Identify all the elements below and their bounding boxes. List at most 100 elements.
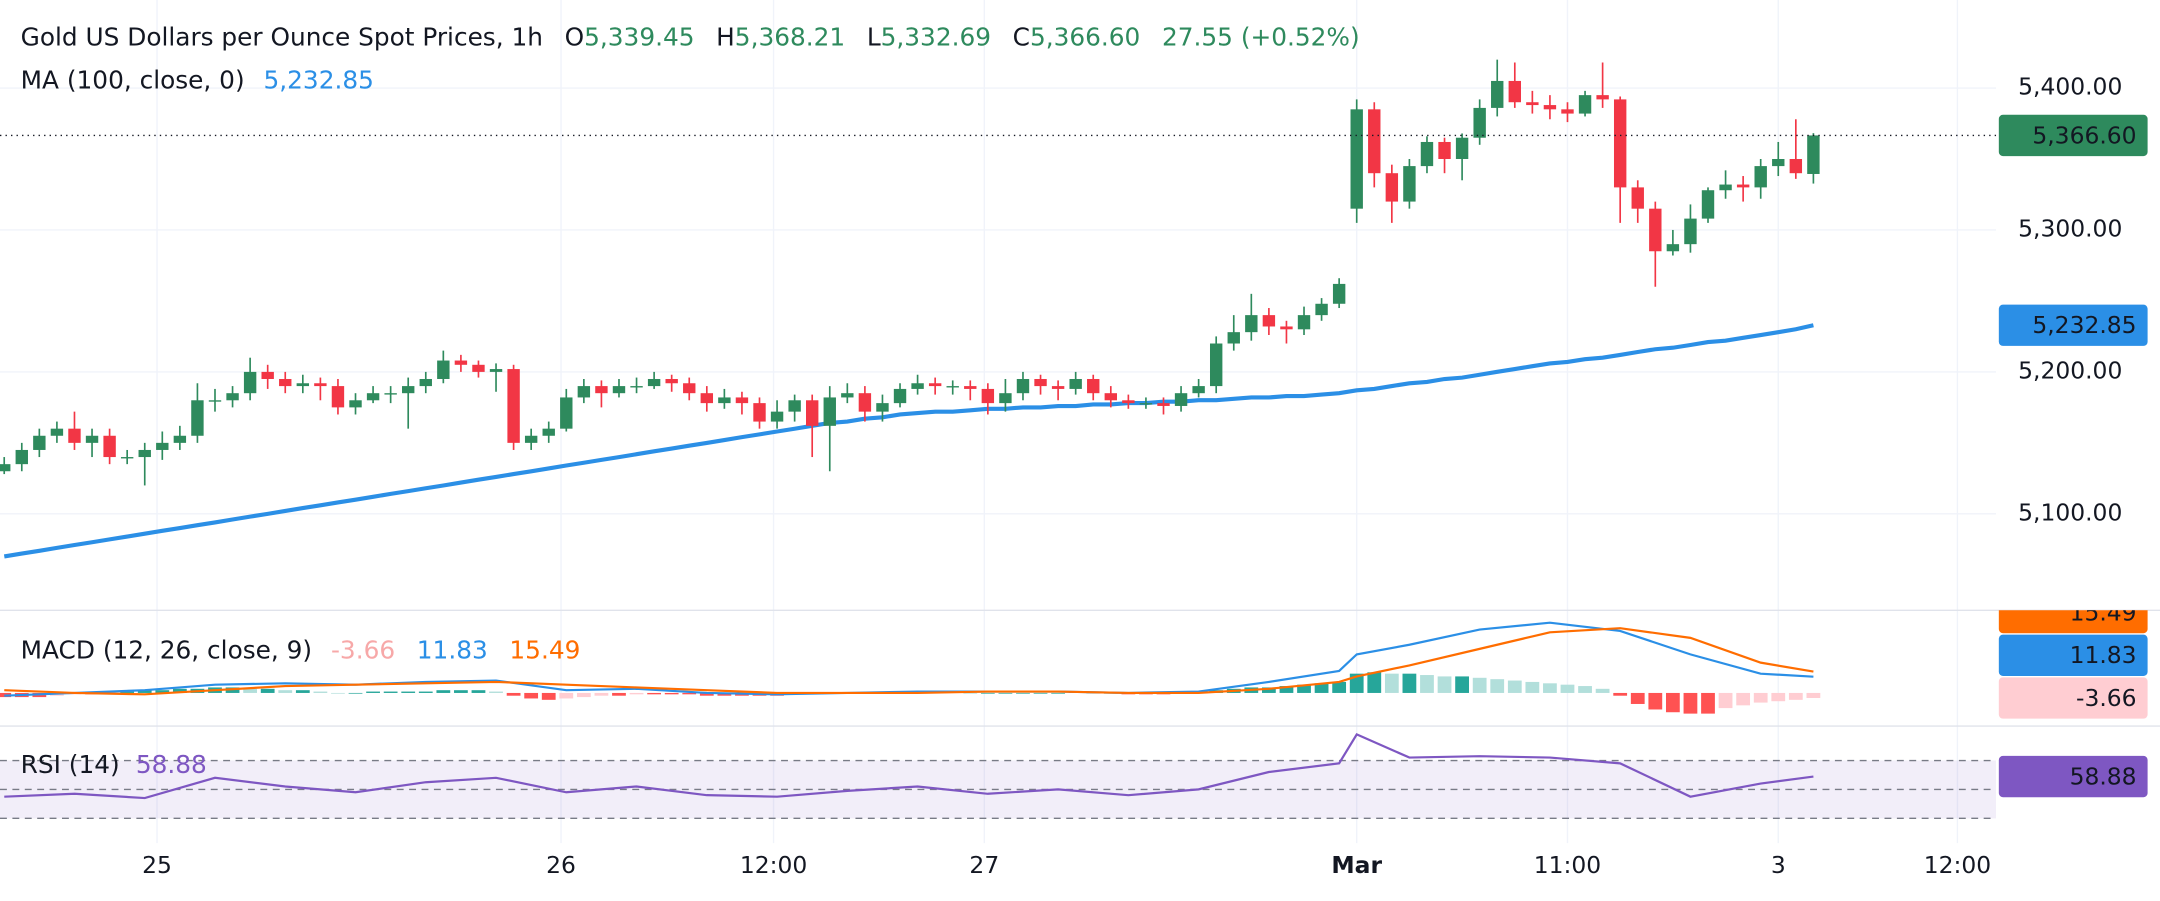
chart-legend: Gold US Dollars per Ounce Spot Prices, 1… <box>21 23 1360 52</box>
ohlc-value: 5,339.45 <box>584 23 694 52</box>
x-tick-label: 3 <box>1771 851 1786 879</box>
histogram-bar <box>963 692 978 694</box>
histogram-bar <box>1578 686 1592 693</box>
y-tick-label: 5,400.00 <box>2018 73 2122 101</box>
candle-body <box>156 442 169 450</box>
candle-body <box>665 378 678 384</box>
candle-body <box>1104 393 1118 401</box>
candle-body <box>33 435 46 450</box>
candle-body <box>1403 166 1416 202</box>
candle-body <box>911 383 924 389</box>
candle-body <box>964 386 977 389</box>
histogram-bar <box>1525 681 1540 693</box>
candle-body <box>1192 386 1205 394</box>
candle-body <box>1139 403 1153 405</box>
histogram-bar <box>1543 683 1557 693</box>
x-tick-label: 26 <box>546 851 576 879</box>
histogram-bar <box>524 692 539 699</box>
candle-body <box>524 435 538 443</box>
candle-body <box>507 369 520 443</box>
candle-body <box>1350 109 1363 209</box>
histogram-bar <box>1384 673 1399 693</box>
candle-body <box>331 386 345 408</box>
candle-body <box>683 383 696 394</box>
price-tag <box>1998 304 2148 346</box>
candle-body <box>489 369 503 372</box>
candle-body <box>1087 378 1100 394</box>
candle-body <box>735 397 749 404</box>
histogram-bar <box>489 691 503 693</box>
histogram-bar <box>1595 688 1610 693</box>
price-axis: 5,366.60 5,232.85 58.88 <box>1998 114 2148 798</box>
histogram-bar <box>1560 684 1575 693</box>
candle-body <box>981 388 995 404</box>
candle-body <box>1807 135 1820 174</box>
x-tick-label: 11:00 <box>1534 851 1601 879</box>
macd-label: MACD (12, 26, close, 9) <box>21 636 312 665</box>
histogram-bar <box>1332 681 1347 693</box>
candle-body <box>612 386 626 394</box>
histogram-bar <box>541 692 556 700</box>
candle-body <box>173 435 187 443</box>
histogram-bar <box>998 692 1013 694</box>
histogram-bar <box>1648 692 1663 710</box>
ohlc-key: L <box>867 23 881 52</box>
histogram-bar <box>1771 692 1786 702</box>
candle-body <box>1051 386 1065 389</box>
candle-body <box>1772 159 1785 167</box>
x-tick-label: 27 <box>969 851 999 879</box>
candle-body <box>296 383 310 387</box>
histogram-bar <box>331 692 345 694</box>
candle-body <box>472 364 485 372</box>
histogram-bar <box>576 692 591 698</box>
candle-body <box>1297 315 1311 330</box>
candle-body <box>647 378 661 387</box>
histogram-bar <box>401 691 416 693</box>
candle-body <box>68 428 81 443</box>
price-tag <box>1998 677 2148 719</box>
histogram-bar <box>383 691 398 693</box>
candle-body <box>999 393 1012 404</box>
candle-body <box>542 428 555 436</box>
histogram-bar <box>436 690 451 693</box>
histogram-bar <box>137 690 152 693</box>
candle-body <box>226 393 239 401</box>
histogram-bar <box>629 692 644 695</box>
ohlc-value: 5,332.69 <box>881 23 991 52</box>
candle-body <box>1209 343 1223 387</box>
candle-body <box>1754 166 1767 188</box>
histogram-bar <box>454 690 468 693</box>
histogram-bar <box>1051 692 1065 694</box>
candle-body <box>1262 315 1276 327</box>
price-tag-label: 11.83 <box>2070 641 2137 669</box>
histogram-bar <box>1420 675 1434 693</box>
candle-body <box>1578 95 1592 114</box>
price-tag <box>1998 634 2148 676</box>
candle-body <box>1034 378 1047 387</box>
histogram-bar <box>612 692 626 696</box>
candle-body <box>279 378 292 387</box>
candle-body <box>928 383 942 387</box>
histogram-bar <box>1613 692 1628 696</box>
candle-body <box>1719 184 1732 191</box>
histogram-bar <box>1016 692 1030 694</box>
candle-body <box>753 403 766 422</box>
candle-body <box>191 400 204 436</box>
candle-body <box>630 386 643 388</box>
candle-body <box>718 397 731 404</box>
x-tick-label: 12:00 <box>740 851 807 879</box>
price-tag <box>1998 114 2148 157</box>
histogram-bar <box>1472 677 1487 693</box>
candle-body <box>1174 393 1188 406</box>
chart-title: Gold US Dollars per Ounce Spot Prices, 1… <box>21 23 543 52</box>
histogram-bar <box>1402 673 1417 693</box>
candle-body <box>1491 80 1504 108</box>
histogram-bar <box>1437 676 1452 693</box>
candle-body <box>595 386 608 394</box>
histogram-bar <box>664 692 679 695</box>
candle-body <box>1666 244 1680 252</box>
histogram-bar <box>594 692 609 696</box>
histogram-bar <box>313 691 328 693</box>
